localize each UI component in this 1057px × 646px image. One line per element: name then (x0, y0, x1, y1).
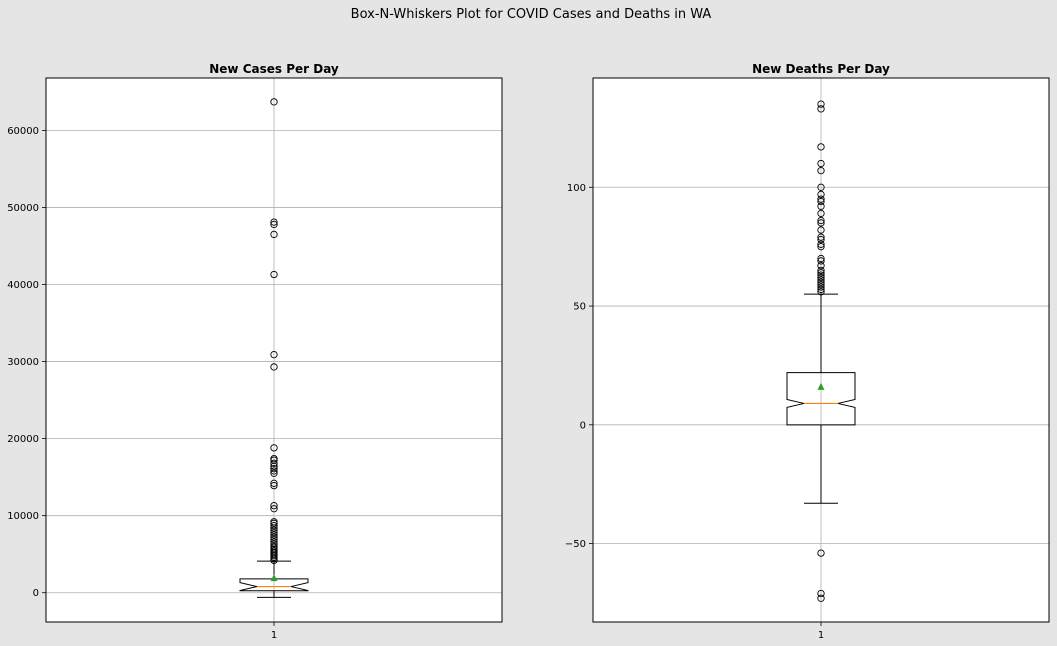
deaths-outlier-point (817, 276, 825, 284)
cases-outliers (270, 98, 278, 565)
deaths-outlier-point (817, 226, 825, 234)
cases-y-tick-label: 0 (33, 588, 39, 599)
cases-outlier-point (270, 531, 278, 539)
cases-outlier-point (270, 540, 278, 548)
cases-outlier-point (270, 218, 278, 226)
cases-outlier-point (270, 469, 278, 477)
cases-x-tick-label: 1 (271, 630, 277, 641)
deaths-outlier-point (817, 219, 825, 227)
deaths-outlier-point (817, 197, 825, 206)
cases-y-tick-label: 60000 (7, 126, 39, 137)
cases-y-tick-label: 20000 (7, 434, 39, 445)
cases-outlier-point (270, 526, 278, 534)
deaths-outlier-point (817, 283, 825, 291)
deaths-outlier-point (817, 159, 825, 168)
deaths-outlier-point (817, 202, 825, 210)
cases-ticks: 0 10000 20000 30000 40000 50000 60000 1 (7, 126, 277, 641)
deaths-outlier-point (817, 183, 825, 191)
deaths-box (786, 293, 856, 504)
deaths-outlier-point (817, 288, 825, 296)
cases-outlier-point (270, 270, 278, 279)
deaths-mean-marker (817, 382, 825, 390)
deaths-title: New Deaths Per Day (752, 62, 890, 76)
cases-y-tick-label: 40000 (7, 280, 39, 291)
cases-box-body (239, 578, 309, 592)
cases-outlier-point (270, 444, 278, 452)
cases-outlier-point (270, 556, 278, 565)
deaths-ticks: −50 0 50 100 1 (565, 183, 824, 641)
deaths-y-tick-label: 0 (580, 420, 586, 431)
cases-outlier-point (270, 501, 278, 510)
deaths-outlier-point (817, 285, 825, 294)
deaths-outlier-point (817, 594, 825, 602)
cases-outlier-point (270, 363, 278, 371)
deaths-outlier-point (817, 589, 825, 598)
deaths-outlier-point (817, 266, 825, 275)
cases-y-tick-label: 30000 (7, 357, 39, 368)
deaths-outlier-point (817, 166, 825, 175)
deaths-subplot: −50 0 50 100 1 New Deaths Per Day (565, 62, 1050, 641)
cases-outlier-point (270, 519, 278, 528)
deaths-outlier-point (817, 262, 825, 270)
deaths-outlier-point (817, 257, 825, 265)
deaths-outlier-point (817, 209, 825, 218)
deaths-outlier-point (817, 240, 825, 248)
cases-outlier-point (270, 465, 278, 473)
cases-outlier-point (270, 533, 278, 541)
deaths-outlier-point (817, 273, 825, 282)
cases-outlier-point (270, 98, 278, 106)
cases-outlier-point (270, 522, 278, 530)
cases-outlier-point (270, 481, 278, 490)
deaths-outlier-point (817, 281, 825, 289)
deaths-outlier-point (817, 190, 825, 199)
cases-outlier-point (270, 479, 278, 487)
cases-mean-marker (270, 574, 278, 582)
cases-y-tick-label: 50000 (7, 203, 39, 214)
deaths-outlier-point (817, 105, 825, 113)
cases-title: New Cases Per Day (209, 62, 339, 76)
deaths-y-tick-label: 100 (567, 183, 586, 194)
deaths-outlier-point (817, 243, 825, 251)
cases-box (239, 560, 309, 598)
deaths-outlier-point (817, 143, 825, 151)
deaths-outlier-point (817, 271, 825, 279)
deaths-y-tick-label: 50 (573, 302, 586, 313)
deaths-outlier-point (817, 278, 825, 286)
cases-outlier-point (270, 467, 278, 475)
deaths-outlier-point (817, 269, 825, 277)
cases-outlier-point (270, 220, 278, 229)
deaths-outlier-point (817, 254, 825, 263)
cases-y-tick-label: 10000 (7, 511, 39, 522)
deaths-outlier-point (817, 216, 825, 225)
deaths-outlier-point (817, 549, 825, 557)
cases-outlier-point (270, 462, 278, 471)
cases-outlier-point (270, 350, 278, 359)
cases-outlier-point (270, 528, 278, 537)
deaths-outlier-point (817, 100, 825, 108)
cases-grid (46, 78, 502, 622)
deaths-outlier-point (817, 233, 825, 241)
cases-outlier-point (270, 459, 278, 467)
cases-outlier-point (270, 230, 278, 239)
deaths-outlier-point (817, 235, 825, 244)
cases-outlier-point (270, 535, 278, 544)
deaths-y-tick-label: −50 (565, 539, 586, 550)
cases-subplot: 0 10000 20000 30000 40000 50000 60000 1 New Cas… (7, 62, 503, 641)
figure-suptitle: Box-N-Whiskers Plot for COVID Cases and … (351, 7, 712, 22)
cases-outlier-point (270, 524, 278, 532)
deaths-box-body (786, 372, 856, 426)
deaths-outlier-point (817, 195, 825, 203)
deaths-x-tick-label: 1 (818, 630, 824, 641)
cases-outlier-point (270, 505, 278, 513)
deaths-outliers (817, 100, 825, 602)
